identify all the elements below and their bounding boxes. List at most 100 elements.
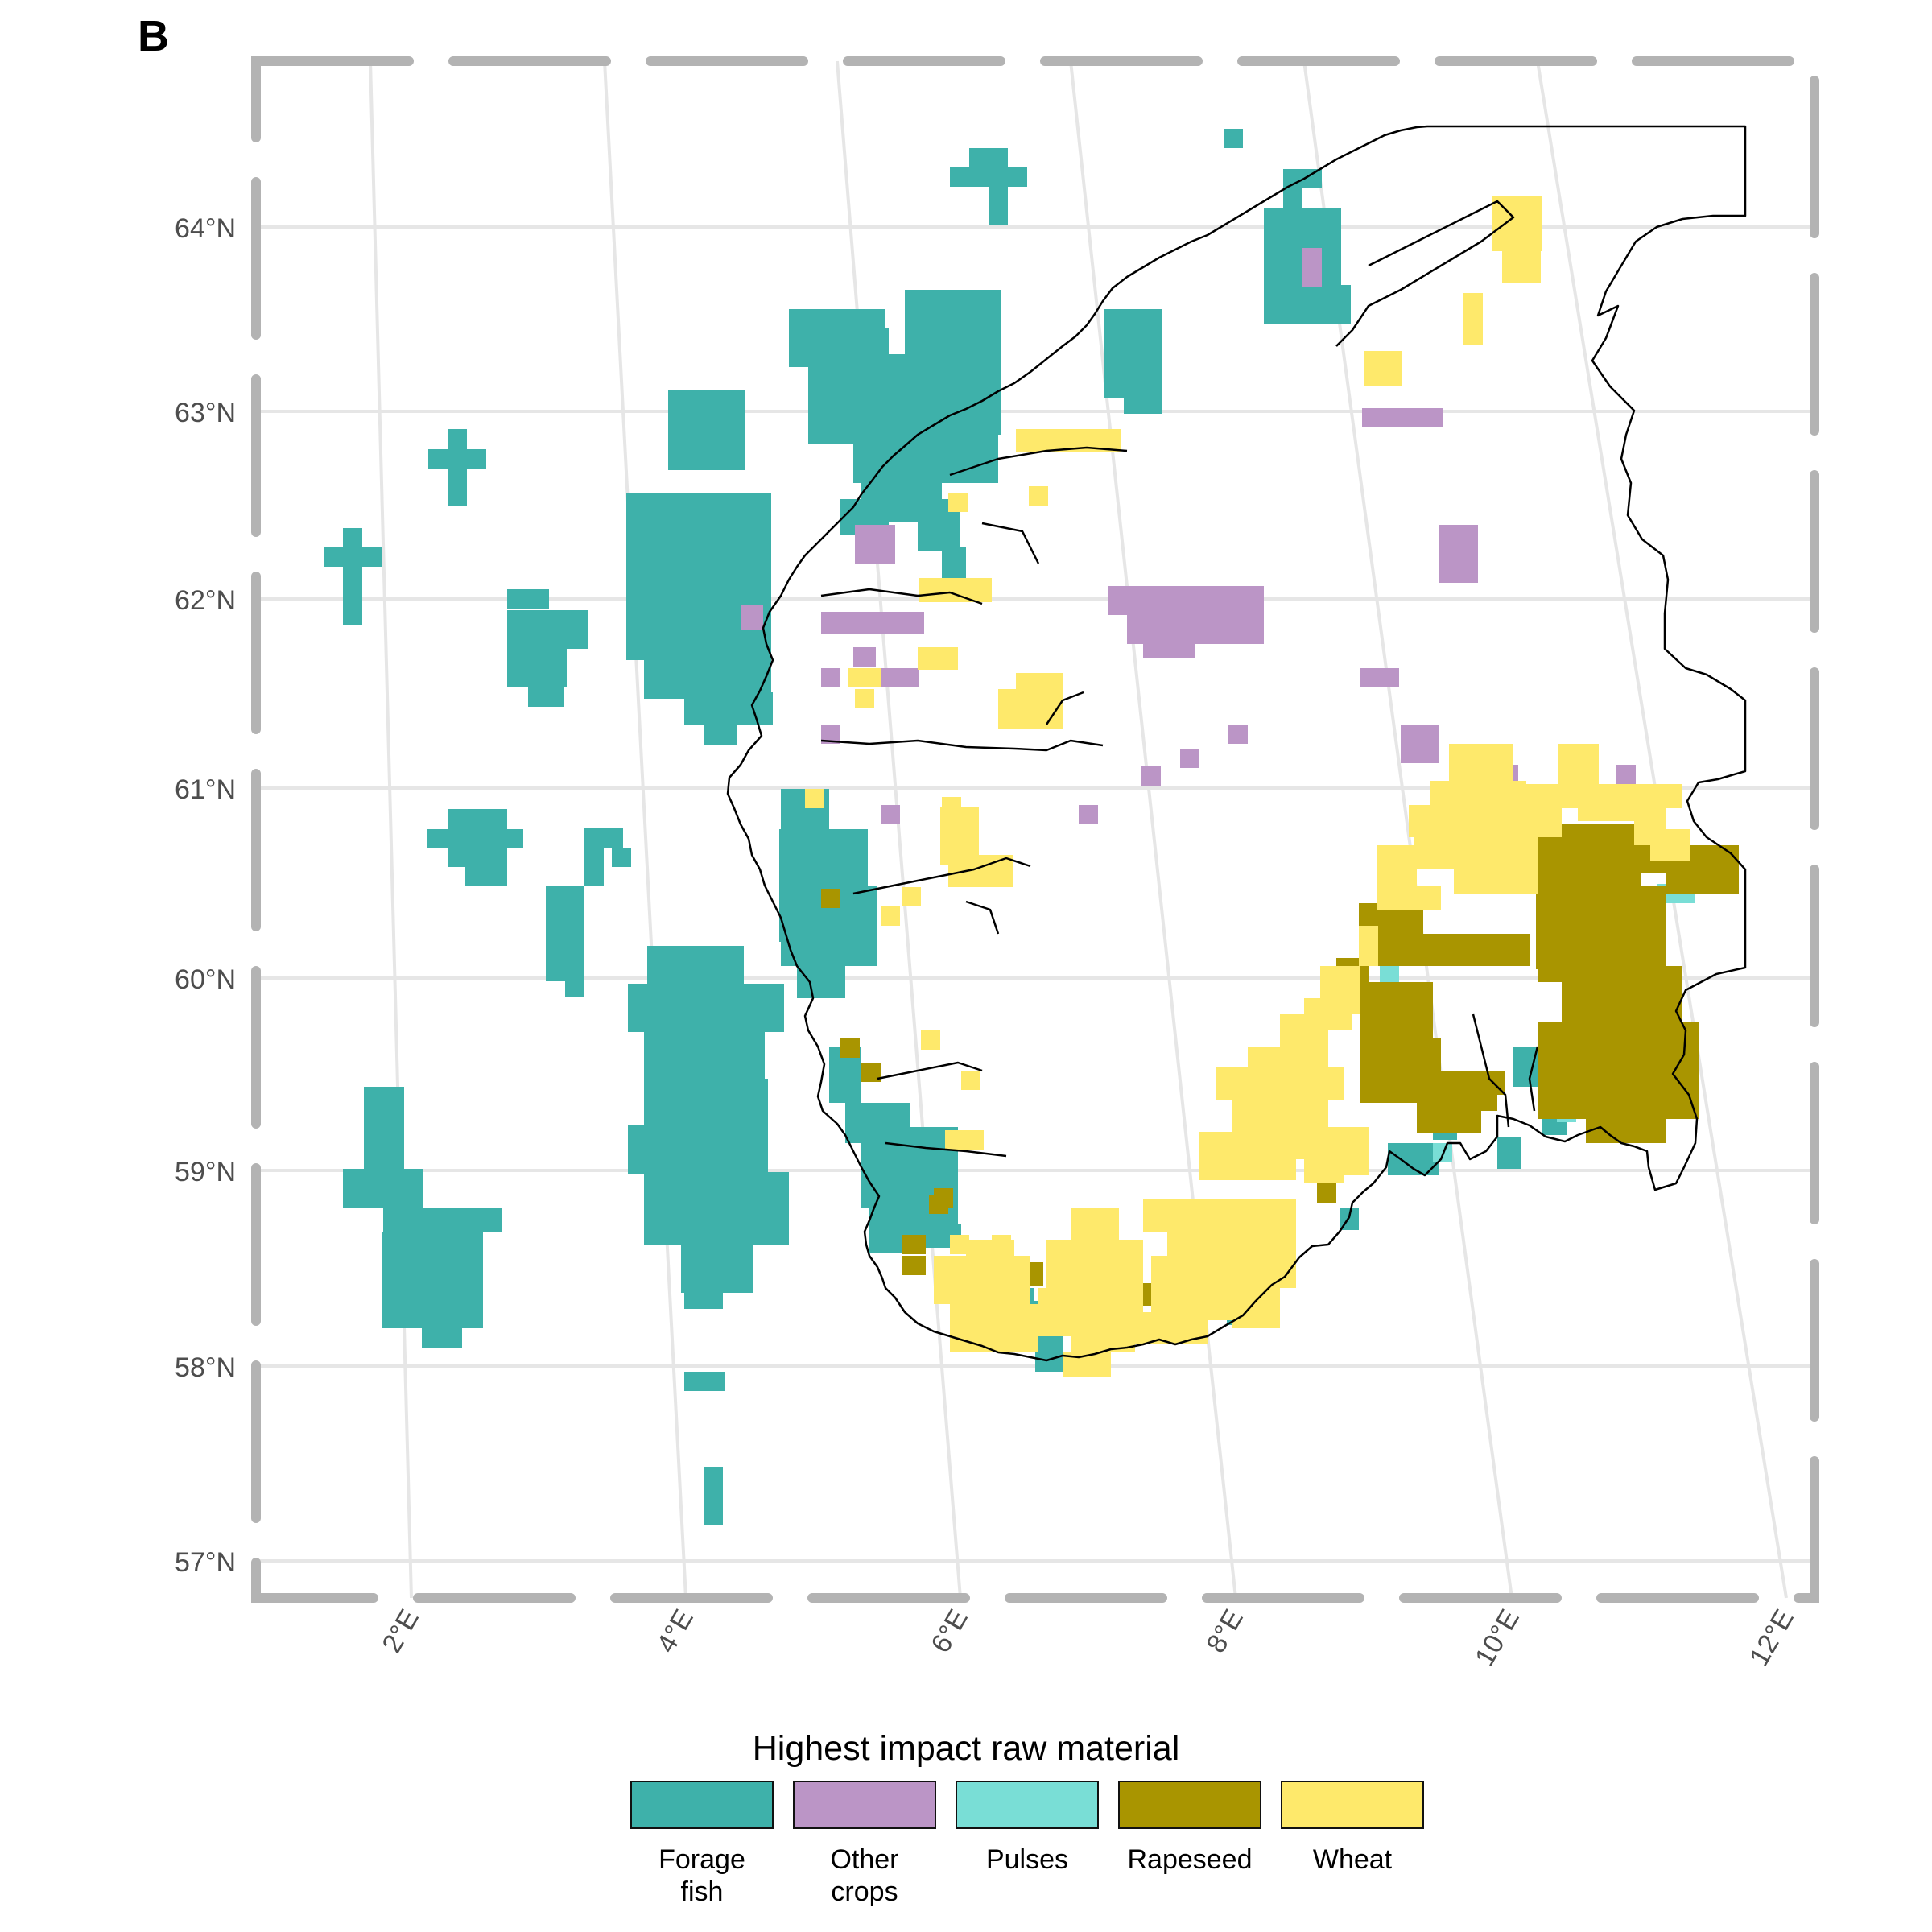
wheat-cell: [805, 789, 824, 808]
other-crops-cell: [821, 668, 840, 687]
wheat-cell: [1364, 351, 1402, 386]
forage-fish-cell: [704, 721, 737, 745]
lat-tick-label: 60°N: [175, 964, 236, 995]
fjord-sogn: [820, 691, 1104, 752]
other-crops-cell: [1108, 586, 1246, 615]
wheat-cell: [918, 647, 958, 670]
lon-tick-label: 12°E: [1744, 1604, 1800, 1671]
lon-line-4: [603, 60, 687, 1599]
panel-frame: [251, 56, 1819, 1603]
wheat-cell: [1377, 886, 1441, 910]
forage-fish-cell: [668, 390, 745, 470]
rapeseed-cell: [934, 1188, 953, 1208]
forage-fish-cell: [1035, 1352, 1064, 1372]
wheat-cell: [848, 668, 881, 687]
wheat-cell: [1216, 1067, 1344, 1100]
norway-outline: [726, 125, 1747, 1362]
forage-fish-cell: [507, 610, 588, 649]
forage-fish-cell: [465, 867, 507, 886]
other-crops-cell: [1360, 668, 1399, 687]
lat-tick-label: 58°N: [175, 1352, 236, 1383]
legend-label-other-crops: Other crops: [830, 1844, 899, 1907]
forage-fish-cell: [1264, 285, 1351, 324]
other-crops-cell: [1141, 766, 1161, 786]
rapeseed-cell: [902, 1256, 926, 1275]
fjord-stavanger: [885, 1141, 1007, 1158]
legend-label-forage-fish: Forage fish: [658, 1844, 745, 1907]
forage-fish-cell: [704, 1467, 723, 1525]
wheat-cell: [950, 1304, 1038, 1352]
wheat-cell: [1650, 829, 1690, 861]
forage-fish-cell: [1388, 1143, 1439, 1175]
lat-axis-labels: 57°N 58°N 59°N 60°N 61°N 62°N 63°N 64°N: [175, 213, 236, 1578]
other-crops-cell: [1143, 636, 1195, 658]
forage-fish-cell: [1497, 1137, 1521, 1169]
forage-fish-cell: [382, 1232, 483, 1328]
lat-tick-label: 64°N: [175, 213, 236, 244]
other-crops-cell: [1302, 248, 1322, 287]
forage-fish-cell: [684, 692, 773, 724]
forage-fish-cell: [507, 589, 549, 609]
lon-axis-labels: 2°E 4°E 6°E 8°E 10°E 12°E: [376, 1604, 1800, 1671]
lon-tick-label: 4°E: [650, 1604, 700, 1658]
wheat-cell: [1046, 1240, 1143, 1296]
forage-fish-cell: [950, 167, 1027, 187]
forage-fish-cell: [644, 1032, 765, 1080]
forage-fish-cell: [684, 1267, 723, 1309]
forage-fish-cell: [364, 1087, 404, 1175]
forage-fish-cell: [383, 1208, 502, 1232]
oslofjord: [1472, 1013, 1539, 1128]
fjord-more: [949, 446, 1128, 564]
wheat-cell: [921, 1030, 940, 1050]
forage-fish-cell: [343, 1169, 423, 1208]
rapeseed-cell: [1562, 966, 1682, 1030]
forage-fish-cell: [428, 449, 486, 469]
legend-key-other-crops: [793, 1781, 936, 1829]
forage-fish-cell: [644, 644, 771, 699]
rapeseed-cell: [902, 1235, 926, 1254]
coastline: [726, 125, 1747, 1362]
wheat-cell: [945, 1130, 984, 1150]
lon-line-8: [1069, 60, 1237, 1599]
fjord-nord: [820, 588, 983, 605]
rapeseed-cell: [821, 889, 840, 908]
other-crops-cell: [855, 525, 895, 564]
wheat-cell: [934, 1256, 1030, 1304]
other-crops-cell: [1401, 724, 1439, 763]
legend-key-forage-fish: [630, 1781, 774, 1829]
forage-fish-cell: [324, 547, 382, 567]
legend-label-rapeseed: Rapeseed: [1127, 1844, 1253, 1875]
wheat-cell: [950, 1235, 969, 1254]
legend-title: Highest impact raw material: [752, 1729, 1180, 1768]
wheat-cell: [919, 578, 992, 602]
raster-cells: [324, 129, 1739, 1525]
wheat-cell: [902, 887, 921, 906]
other-crops-cell: [741, 605, 763, 630]
forage-fish-cell: [584, 828, 604, 886]
forage-fish-cell: [427, 829, 523, 848]
rapeseed-cell: [1417, 1087, 1497, 1111]
wheat-cell: [1336, 1151, 1368, 1175]
forage-fish-cell: [626, 493, 771, 573]
panel-label: B: [138, 12, 169, 60]
rapeseed-cell: [1317, 1183, 1336, 1203]
forage-fish-cell: [797, 950, 845, 998]
lon-tick-label: 8°E: [1200, 1604, 1249, 1658]
forage-fish-cell: [507, 649, 567, 687]
wheat-cell: [1016, 673, 1063, 692]
wheat-cell: [1071, 1288, 1135, 1352]
other-crops-cell: [881, 805, 900, 824]
forage-fish-cell: [565, 886, 584, 997]
rapeseed-cell: [840, 1038, 860, 1058]
forage-fish-cell: [644, 1172, 789, 1245]
lat-tick-label: 57°N: [175, 1547, 236, 1578]
other-crops-cell: [1224, 586, 1264, 644]
rapeseed-cell: [1417, 1111, 1481, 1133]
forage-fish-cell: [684, 1372, 724, 1391]
legend-label-wheat: Wheat: [1312, 1844, 1393, 1875]
lat-tick-label: 59°N: [175, 1157, 236, 1187]
rapeseed-cell: [1368, 934, 1530, 966]
wheat-cell: [1232, 1304, 1280, 1328]
wheat-cell: [998, 689, 1063, 729]
lon-line-2: [369, 60, 413, 1599]
